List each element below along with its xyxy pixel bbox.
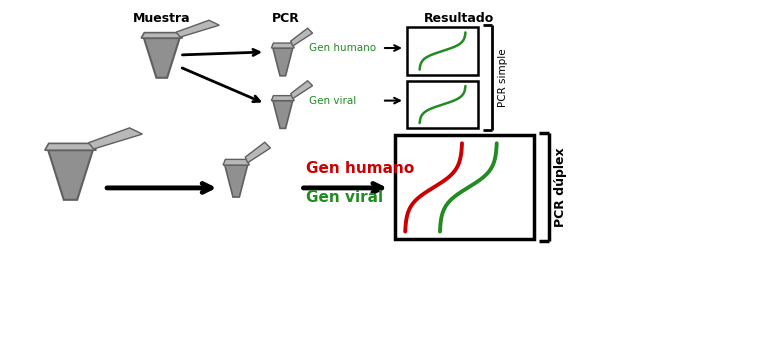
Bar bbox=[407, 81, 478, 128]
Text: PCR simple: PCR simple bbox=[498, 49, 508, 107]
Polygon shape bbox=[223, 159, 250, 165]
Text: Muestra: Muestra bbox=[133, 12, 190, 25]
Polygon shape bbox=[225, 165, 247, 197]
Text: PCR dúplex: PCR dúplex bbox=[554, 147, 567, 227]
Bar bbox=[407, 27, 478, 75]
Text: PCR: PCR bbox=[272, 12, 300, 25]
Bar bbox=[395, 135, 534, 239]
Text: Gen viral: Gen viral bbox=[309, 96, 356, 106]
Polygon shape bbox=[88, 128, 142, 149]
Polygon shape bbox=[271, 96, 294, 101]
Polygon shape bbox=[141, 33, 182, 38]
Polygon shape bbox=[291, 28, 313, 46]
Text: Gen humano: Gen humano bbox=[306, 161, 414, 176]
Polygon shape bbox=[48, 150, 93, 200]
Polygon shape bbox=[271, 43, 294, 48]
Polygon shape bbox=[273, 101, 293, 128]
Polygon shape bbox=[176, 20, 220, 37]
Polygon shape bbox=[45, 143, 96, 150]
Polygon shape bbox=[291, 81, 313, 99]
Text: Resultado: Resultado bbox=[424, 12, 495, 25]
Text: Gen viral: Gen viral bbox=[306, 190, 382, 205]
Polygon shape bbox=[245, 142, 270, 163]
Polygon shape bbox=[273, 48, 293, 76]
Polygon shape bbox=[144, 38, 180, 78]
Text: Gen humano: Gen humano bbox=[309, 43, 376, 53]
